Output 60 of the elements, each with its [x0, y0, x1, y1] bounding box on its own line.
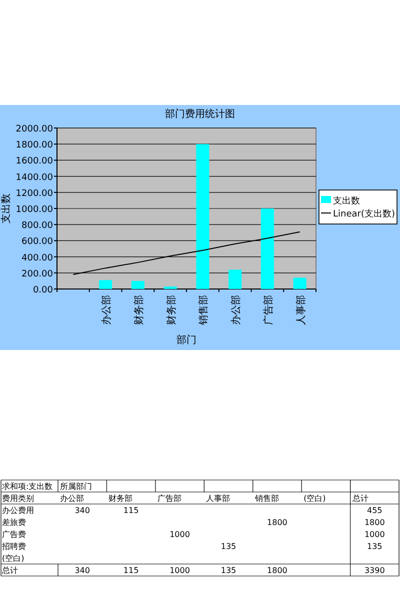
- y-tick-label: 200.00: [22, 269, 54, 280]
- x-tick-label: 财务部: [108, 494, 133, 503]
- data-label: 1000: [364, 530, 385, 539]
- x-tick-label: 销售部: [254, 494, 279, 503]
- bar: [228, 270, 242, 289]
- y-tick-label: 广告费: [2, 530, 26, 539]
- x-tick-label: 人事部: [294, 295, 307, 325]
- legend-label: 支出数: [333, 196, 360, 206]
- y-tick-label: 1000.00: [16, 205, 54, 215]
- data-label: 340: [74, 566, 90, 575]
- x-tick-label: 办公部: [60, 494, 84, 503]
- x-tick-label: 人事部: [206, 494, 230, 503]
- y-tick-label: 办公费用: [2, 506, 34, 515]
- x-tick-label: 广告部: [157, 494, 182, 503]
- chart-title: 求和项:支出数: [2, 482, 53, 491]
- data-label: 115: [123, 506, 139, 515]
- bar: [260, 208, 274, 289]
- bar: [131, 280, 144, 289]
- data-label: 115: [123, 566, 139, 575]
- y-axis-title: 费用类别: [2, 494, 34, 503]
- bar: [99, 280, 112, 289]
- bar: [293, 278, 306, 289]
- bar: [196, 144, 210, 289]
- x-tick-label: 财务部: [132, 295, 145, 325]
- x-tick-label: 总计: [351, 494, 368, 503]
- x-tick-label: (空白): [304, 494, 326, 503]
- data-label: 1000: [170, 530, 190, 539]
- data-label: 1800: [364, 518, 385, 527]
- y-tick-label: 1600.00: [16, 156, 54, 167]
- x-axis-title: 所属部门: [60, 482, 92, 491]
- y-tick-label: 1800.00: [16, 140, 54, 151]
- y-tick-label: 0.00: [32, 286, 54, 296]
- y-tick-label: 招聘费: [1, 542, 26, 551]
- x-axis-title: 部门: [176, 334, 196, 346]
- y-tick-label: 1400.00: [16, 172, 54, 183]
- chart-title: 部门费用统计图: [165, 108, 235, 120]
- data-label: 135: [220, 566, 236, 575]
- data-label: 1000: [170, 566, 190, 575]
- data-label: 455: [367, 506, 382, 515]
- y-tick-label: (空白): [2, 554, 24, 563]
- x-tick-label: 广告部: [262, 295, 274, 325]
- x-tick-label: 销售部: [198, 295, 210, 326]
- x-tick-label: 办公部: [100, 295, 113, 325]
- data-label: 1800: [267, 566, 288, 575]
- y-tick-label: 600.00: [22, 237, 54, 248]
- data-label: 1800: [267, 518, 288, 527]
- y-tick-label: 400.00: [22, 253, 54, 264]
- data-label: 135: [220, 542, 236, 551]
- x-tick-label: 财务部: [165, 295, 178, 325]
- y-tick-label: 800.00: [22, 221, 54, 232]
- legend-label: Linear(支出数): [333, 208, 395, 220]
- y-axis-title: 支出数: [0, 194, 12, 224]
- data-label: 135: [367, 542, 382, 551]
- y-tick-label: 差旅费: [2, 518, 26, 527]
- data-label: 340: [74, 506, 90, 515]
- y-tick-label: 总计: [1, 566, 18, 575]
- y-tick-label: 1200.00: [16, 188, 54, 199]
- y-tick-label: 2000.00: [16, 124, 54, 134]
- x-tick-label: 办公部: [230, 295, 242, 325]
- data-label: 3390: [364, 566, 385, 575]
